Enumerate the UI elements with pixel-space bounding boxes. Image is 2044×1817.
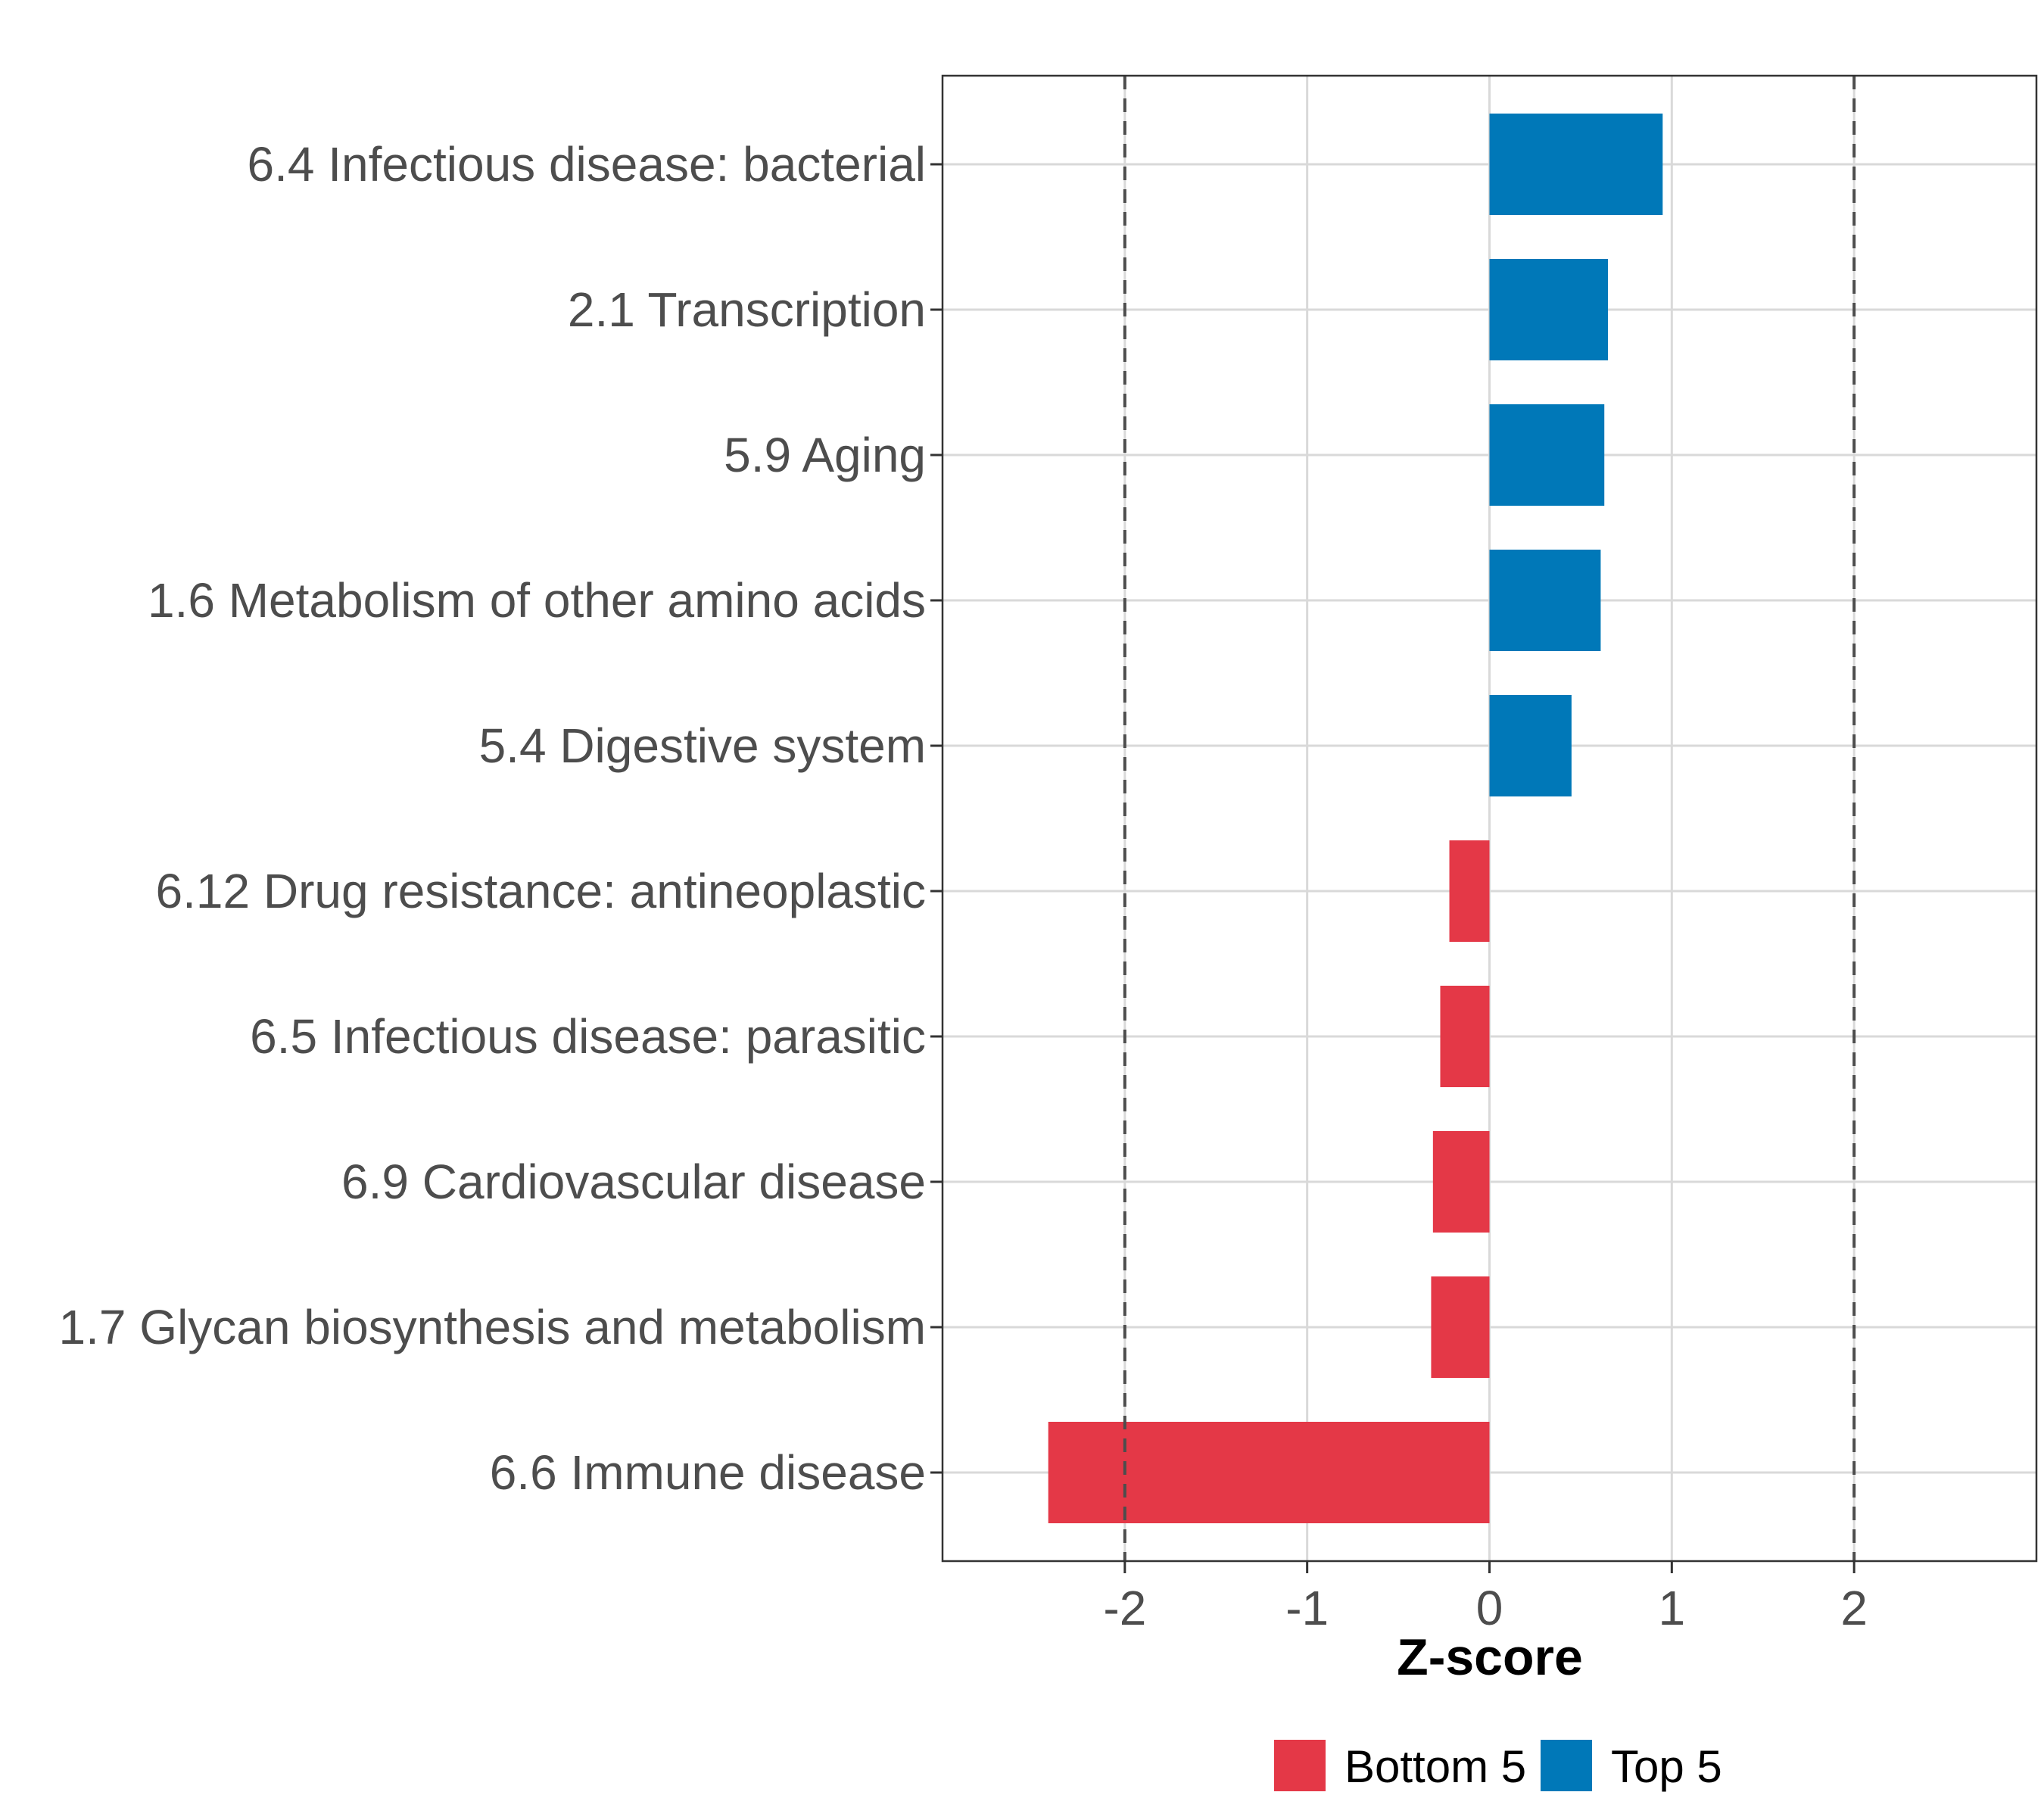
y-tick-label: 2.1 Transcription: [568, 282, 926, 337]
x-axis-title: Z-score: [1397, 1628, 1583, 1686]
legend-swatch-bottom-5: [1274, 1740, 1326, 1791]
y-tick-label: 6.12 Drug resistance: antineoplastic: [156, 864, 926, 918]
bar-6-5-infectious-disease-parasitic: [1440, 986, 1490, 1087]
bar-5-9-aging: [1489, 404, 1605, 506]
x-axis: -2 -1 0 1 2: [1103, 1561, 1868, 1635]
legend-label-bottom-5: Bottom 5: [1344, 1741, 1526, 1792]
y-tick-label: 6.4 Infectious disease: bacterial: [247, 137, 926, 192]
y-tick-label: 5.4 Digestive system: [479, 718, 926, 773]
bar-6-9-cardiovascular-disease: [1432, 1131, 1490, 1233]
bar-6-6-immune-disease: [1048, 1422, 1490, 1523]
x-tick-label: -2: [1103, 1581, 1146, 1635]
bar-layer: [1048, 114, 1663, 1523]
x-tick-label: -1: [1285, 1581, 1329, 1635]
bar-1-6-metabolism-of-other-amino-acids: [1489, 550, 1601, 651]
bar-6-4-infectious-disease-bacterial: [1489, 114, 1663, 215]
bar-1-7-glycan-biosynthesis-and-metabolism: [1431, 1276, 1490, 1378]
y-tick-label: 5.9 Aging: [724, 428, 926, 482]
y-tick-label: 6.9 Cardiovascular disease: [341, 1155, 926, 1209]
bar-5-4-digestive-system: [1489, 695, 1572, 796]
bar-6-12-drug-resistance-antineoplastic: [1449, 840, 1490, 942]
legend-swatch-top-5: [1541, 1740, 1592, 1791]
y-tick-label: 1.6 Metabolism of other amino acids: [148, 573, 926, 628]
y-tick-label: 6.6 Immune disease: [490, 1445, 926, 1500]
legend-label-top-5: Top 5: [1611, 1741, 1722, 1792]
y-axis: 6.4 Infectious disease: bacterial 2.1 Tra…: [59, 137, 943, 1500]
y-tick-label: 6.5 Infectious disease: parasitic: [250, 1009, 926, 1064]
x-tick-label: 1: [1659, 1581, 1686, 1635]
legend: Bottom 5 Top 5: [1274, 1740, 1722, 1792]
reference-line-layer: [1123, 76, 1856, 1561]
x-tick-label: 0: [1476, 1581, 1503, 1635]
bar-2-1-transcription: [1489, 259, 1609, 360]
x-tick-label: 2: [1840, 1581, 1868, 1635]
y-tick-label: 1.7 Glycan biosynthesis and metabolism: [59, 1300, 926, 1354]
